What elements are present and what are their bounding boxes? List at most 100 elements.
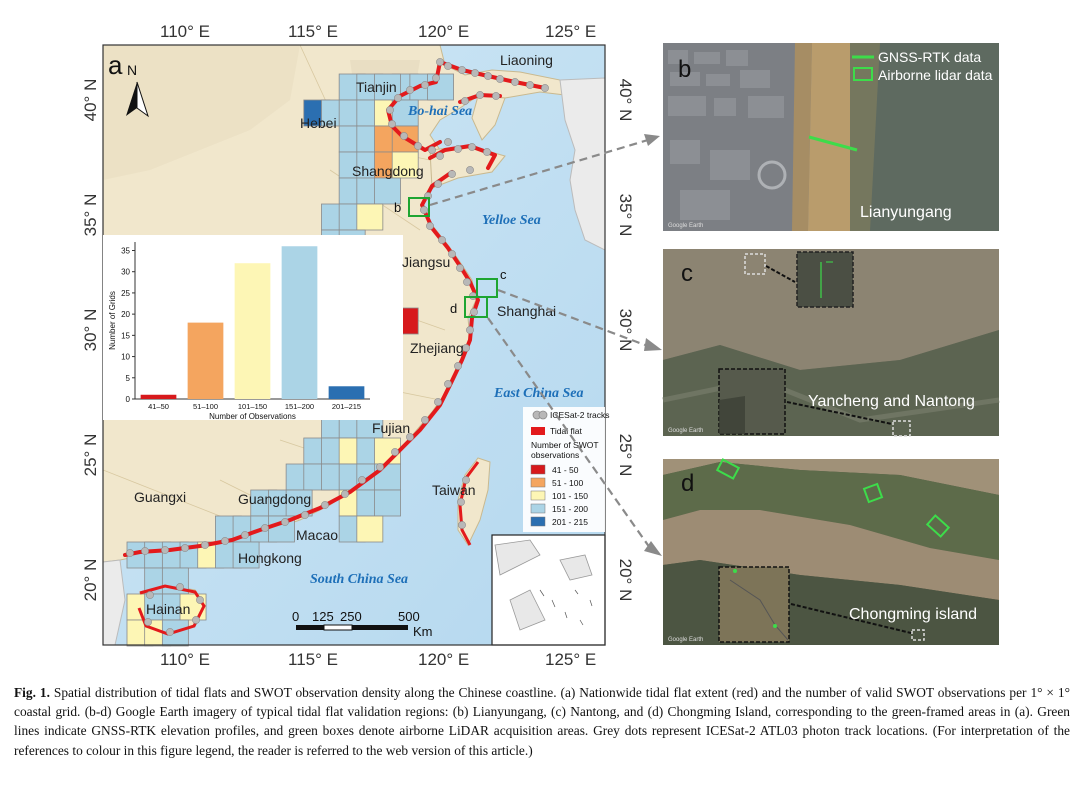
- y-tick-label: 15: [121, 331, 130, 340]
- scale-tick-250: 250: [340, 609, 362, 624]
- scale-tick-500: 500: [398, 609, 420, 624]
- icesat-dot: [241, 531, 249, 539]
- legend-swatch: [530, 503, 546, 514]
- lat-label-20-left: 20° N: [81, 559, 100, 602]
- bar: [234, 263, 271, 399]
- icesat-dot: [358, 476, 366, 484]
- icesat-dot: [341, 490, 349, 498]
- y-axis-label: Number of Grids: [108, 291, 117, 350]
- lat-label-20-right: 20° N: [616, 559, 635, 602]
- legend-gnss-label: GNSS-RTK data: [878, 49, 981, 65]
- icesat-dot: [462, 476, 470, 484]
- site-box-d: [464, 296, 488, 318]
- legend-swatches: 41 - 50 51 - 100 101 - 150 151 - 200 201 - 2…: [530, 464, 588, 527]
- grid-cell: [391, 151, 419, 179]
- lat-label-25-left: 25° N: [81, 434, 100, 477]
- place-label-b: Lianyungang: [860, 204, 952, 221]
- legend-class-label: 201 - 215: [552, 517, 588, 527]
- x-tick-label: 151–200: [285, 402, 314, 411]
- legend-title-line-1: Number of SWOT: [531, 440, 599, 450]
- legend-class-label: 101 - 150: [552, 491, 588, 501]
- grid-cell: [356, 203, 384, 231]
- icesat-dot: [436, 152, 444, 160]
- lon-label-125-top: 125° E: [545, 22, 596, 41]
- place-label-c: Yancheng and Nantong: [808, 393, 975, 410]
- y-tick-label: 25: [121, 289, 130, 298]
- icesat-dot: [261, 524, 269, 532]
- map-panel-a: 0 5 10 15 20 25 30 35 41–50 51–100 101–150 151–200 2…: [81, 22, 635, 669]
- icesat-dot: [444, 380, 452, 388]
- icesat-dot: [483, 148, 491, 156]
- icesat-dot: [438, 236, 446, 244]
- zoom-source-d: [911, 629, 925, 641]
- icesat-dot: [457, 498, 465, 506]
- bar: [281, 246, 318, 399]
- sea-south-china: South China Sea: [310, 572, 408, 587]
- icesat-dot: [301, 511, 309, 519]
- legend-class-label: 51 - 100: [552, 478, 583, 488]
- x-tick-label: 201–215: [332, 402, 361, 411]
- lidar-box-d1: [715, 458, 741, 480]
- y-tick-label: 30: [121, 268, 130, 277]
- lidar-box-d3: [925, 514, 951, 538]
- lon-label-120-top: 120° E: [418, 22, 469, 41]
- icesat-dot: [321, 501, 329, 509]
- lidar-box-d2: [862, 482, 884, 504]
- icesat-dot: [126, 549, 134, 557]
- photo-panel-d: d Chongming island Google Earth: [663, 458, 999, 645]
- zoom-inset-d: [718, 566, 790, 643]
- icesat-dot: [511, 78, 519, 86]
- legend-lidar-label: Airborne lidar data: [878, 67, 993, 83]
- lon-label-110-top: 110° E: [160, 22, 210, 41]
- legend-class-label: 41 - 50: [552, 465, 579, 475]
- place-label-d: Chongming island: [849, 606, 977, 623]
- icesat-dot: [466, 326, 474, 334]
- province-jiangsu: Jiangsu: [402, 254, 450, 270]
- icesat-dot: [444, 62, 452, 70]
- icesat-dot: [192, 616, 200, 624]
- lat-label-35-right: 35° N: [616, 194, 635, 237]
- icesat-dot: [421, 81, 429, 89]
- grid-cell: [391, 99, 419, 127]
- icesat-dot: [146, 591, 154, 599]
- icesat-dot: [470, 308, 478, 316]
- province-hebei: Hebei: [300, 115, 337, 131]
- x-axis-label: Number of Observations: [209, 412, 296, 421]
- icesat-dot: [394, 94, 402, 102]
- province-shangdong: Shangdong: [352, 163, 424, 179]
- panel-letter-d: d: [681, 470, 694, 497]
- y-tick-label: 5: [126, 374, 131, 383]
- province-liaoning: Liaoning: [500, 52, 553, 68]
- icesat-dot: [458, 521, 466, 529]
- icesat-dot: [141, 547, 149, 555]
- icesat-dot: [386, 106, 394, 114]
- legend-lidar-icon: [853, 67, 873, 81]
- scale-bar: [296, 624, 408, 631]
- icesat-dot: [454, 362, 462, 370]
- y-tick-label: 0: [126, 395, 131, 404]
- grid-cell: [268, 515, 295, 543]
- icesat-dot: [406, 433, 414, 441]
- lat-label-35-left: 35° N: [81, 194, 100, 237]
- scale-tick-0: 0: [292, 609, 299, 624]
- vietnam-land: [103, 559, 126, 645]
- zoom-source-c2: [892, 420, 911, 437]
- zoom-source-c1: [744, 253, 766, 275]
- site-box-b: [408, 197, 430, 217]
- north-label: N: [127, 62, 137, 78]
- observation-bar-chart: 0 5 10 15 20 25 30 35 41–50 51–100 101–150 151–200 2…: [108, 242, 370, 421]
- icesat-dot: [461, 97, 469, 105]
- icesat-dot: [436, 58, 444, 66]
- province-hongkong: Hongkong: [238, 550, 302, 566]
- y-tick-label: 35: [121, 246, 130, 255]
- x-tick-label: 101–150: [238, 402, 267, 411]
- icesat-dot: [166, 628, 174, 636]
- connector-lines: [429, 138, 651, 549]
- icesat-dot: [466, 166, 474, 174]
- icesat-dot: [526, 81, 534, 89]
- panel-letter-a: a: [108, 50, 123, 80]
- icesat-dot: [181, 544, 189, 552]
- icesat-dot: [400, 132, 408, 140]
- icesat-dot: [434, 180, 442, 188]
- icesat-dot: [462, 344, 470, 352]
